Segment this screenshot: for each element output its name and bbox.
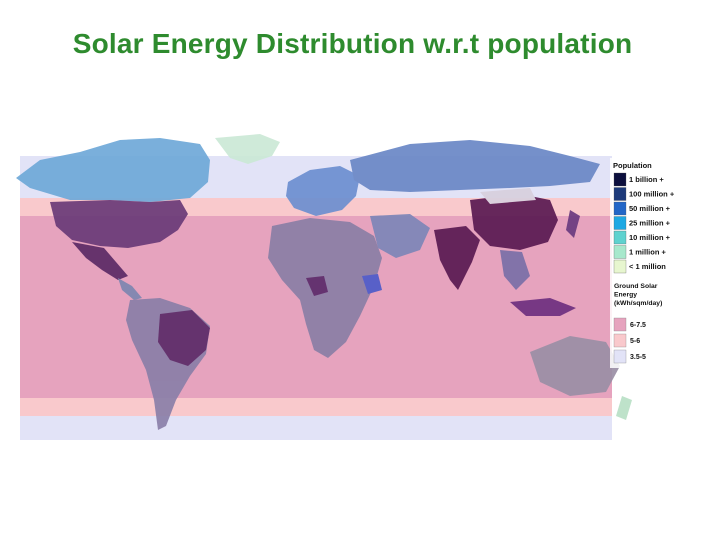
legend-population-title: Population: [613, 161, 652, 170]
legend-population-label: 100 million +: [629, 190, 675, 199]
map-legend: Population 1 billion + 100 million + 50 mi…: [610, 158, 702, 368]
legend-energy-label: 5-6: [630, 338, 640, 345]
china-shape: [470, 194, 558, 250]
legend-population-swatch: [613, 230, 627, 245]
legend-population-swatch: [613, 201, 627, 216]
india-shape: [434, 226, 480, 290]
slide-title: Solar Energy Distribution w.r.t populati…: [72, 28, 633, 59]
legend-energy-title-line: Energy: [614, 292, 637, 299]
ethiopia-shape: [362, 274, 382, 294]
legend-population-label: 25 million +: [629, 219, 671, 228]
legend-energy-label: 6-7.5: [630, 322, 646, 329]
southeast-asia-shape: [500, 250, 530, 290]
continents: [16, 134, 632, 430]
legend-population-label: 1 billion +: [629, 175, 664, 184]
legend-population-items: 1 billion + 100 million + 50 million + 25 m…: [613, 172, 675, 274]
legend-population-swatch: [613, 245, 627, 259]
central-america-shape: [118, 278, 142, 300]
mexico-shape: [72, 242, 128, 280]
brazil-shape: [158, 310, 210, 366]
new-zealand-shape: [616, 396, 632, 420]
legend-energy-swatch: [613, 333, 627, 348]
legend-energy-swatch: [613, 349, 627, 364]
canada-shape: [16, 138, 210, 202]
indonesia-shape: [510, 298, 576, 316]
legend-energy-title-line: (kWh/sqm/day): [614, 300, 662, 307]
legend-energy-swatch: [613, 317, 627, 332]
mongolia-shape: [480, 188, 536, 204]
australia-shape: [530, 336, 620, 396]
legend-population-label: 10 million +: [629, 233, 671, 242]
russia-shape: [350, 140, 600, 192]
legend-population-swatch: [613, 172, 627, 187]
legend-energy-title: Ground Solar Energy(kWh/sqm/day): [614, 283, 662, 307]
legend-population-swatch: [613, 259, 627, 274]
legend-population-label: < 1 million: [629, 262, 666, 271]
legend-energy-items: 6-7.5 5-6 3.5-5: [613, 317, 646, 364]
solar-band-3.5-5-south: [20, 416, 612, 440]
europe-shape: [286, 166, 360, 216]
legend-population-label: 1 million +: [629, 248, 667, 257]
legend-population-swatch: [613, 216, 627, 230]
legend-population-swatch: [613, 187, 627, 201]
nigeria-shape: [306, 276, 328, 296]
legend-energy-label: 3.5-5: [630, 354, 646, 361]
solar-band-5-6-south: [20, 398, 612, 416]
greenland-shape: [215, 134, 280, 164]
legend-energy-title-line: Ground Solar: [614, 283, 658, 290]
legend-population-label: 50 million +: [629, 204, 671, 213]
middle-east-shape: [370, 214, 430, 258]
usa-shape: [50, 200, 188, 248]
japan-shape: [566, 210, 580, 238]
solar-population-map: Population 1 billion + 100 million + 50 mi…: [10, 130, 710, 450]
